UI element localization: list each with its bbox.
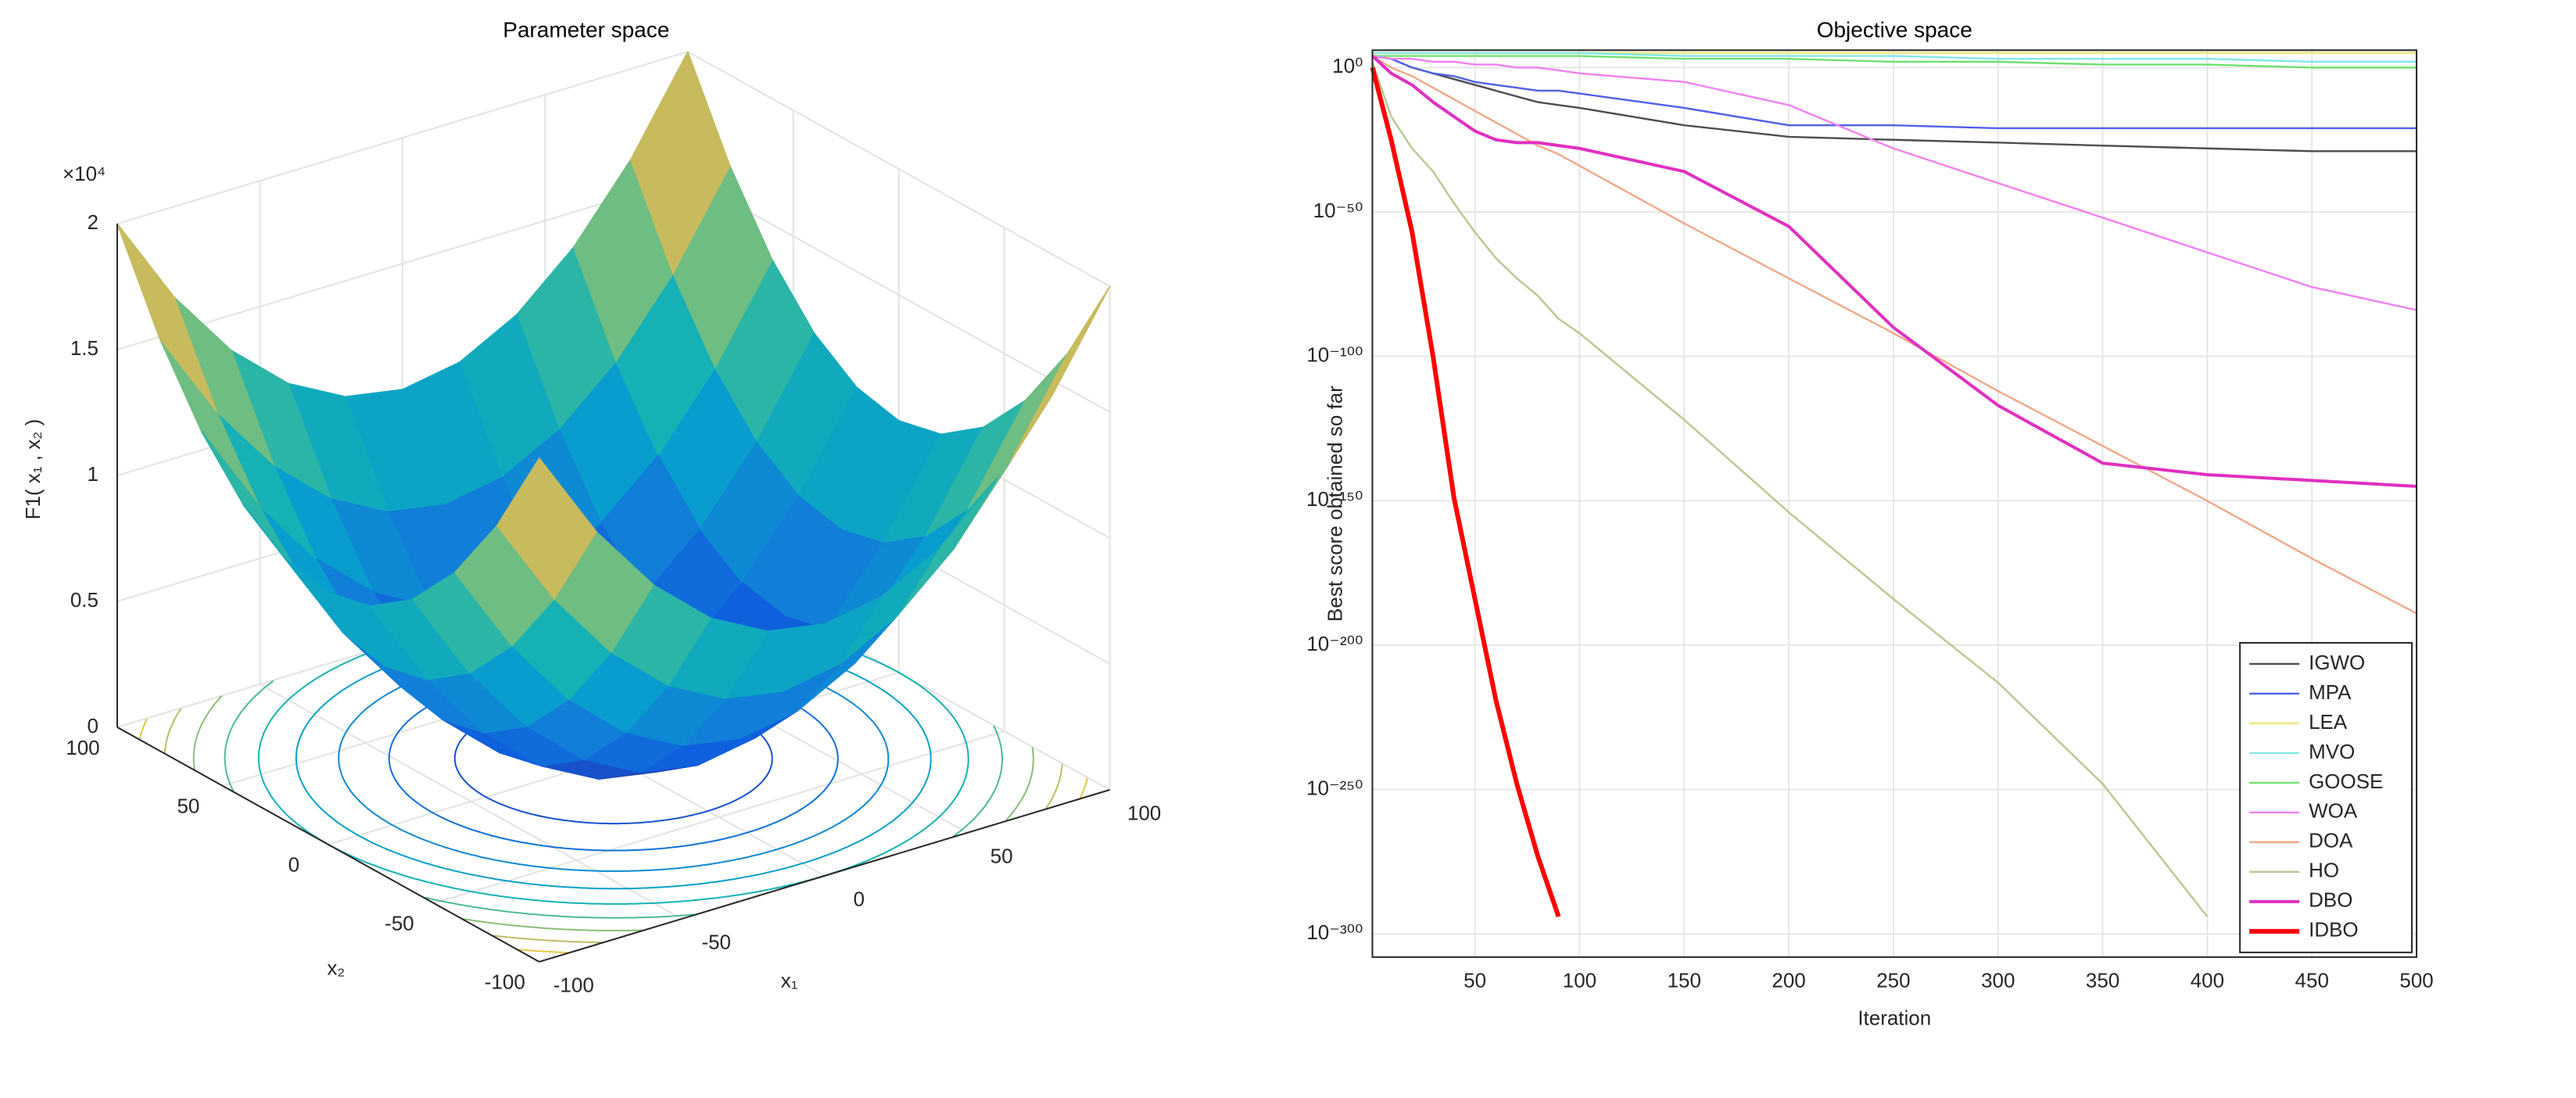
x-tick-label: 300 [1981,969,2015,992]
x-tick-label: 150 [1668,969,1701,992]
x-tick-label: 500 [2399,969,2433,992]
x-tick-label: 50 [991,845,1013,868]
chart-title: Parameter space [503,18,669,42]
series-line [1372,55,2417,69]
y-axis-label: x₂ [327,956,345,980]
y-tick-label: 10⁻¹⁰⁰ [1306,343,1363,367]
y-tick-label: 10⁻²⁵⁰ [1306,776,1363,799]
x-tick-label: 400 [2191,969,2224,992]
grid-line [687,177,1111,413]
x-tick-label: 250 [1876,969,1910,992]
y-tick-label: 10⁰ [1332,54,1363,77]
series-line [1371,55,2417,488]
chart-title: Objective space [1817,18,1972,42]
z-tick-label: 1.5 [70,336,99,360]
grid-line [433,730,1005,904]
x-tick-label: 450 [2295,969,2329,992]
surface-patch [116,223,217,412]
z-tick-label: 1 [88,462,99,486]
series-line [1370,66,1561,918]
grid-line [116,177,689,351]
legend-label: HO [2309,859,2339,882]
y-tick-label: 0 [288,853,299,877]
legend-label: DBO [2309,888,2352,912]
y-tick-label: 10⁻³⁰⁰ [1306,920,1363,944]
z-axis-label: F1( x₁ , x₂ ) [21,419,45,520]
series-line [1371,55,2417,615]
x-tick-label: 200 [1772,969,1805,992]
z-tick-label: 0 [88,714,99,737]
x-tick-label: 350 [2086,969,2119,992]
x-axis-label: Iteration [1858,1006,1931,1030]
legend-label: MVO [2309,740,2355,763]
surface-patch [496,458,597,600]
plot-frame [1371,49,2418,958]
surface-patch [629,51,731,274]
legend-label: DOA [2309,829,2353,852]
x-tick-label: -50 [701,931,731,954]
grid-line [687,51,1111,287]
x-tick-label: 100 [1127,802,1161,825]
z-tick-label: 0.5 [70,588,99,612]
y-tick-label: 10⁻⁵⁰ [1313,199,1363,222]
surface-patch [1009,285,1111,462]
z-exponent: ×10⁴ [63,162,106,185]
y-axis-label: Best score obtained so far [1323,386,1346,622]
y-tick-label: -100 [485,971,525,994]
legend-label: IDBO [2309,918,2359,942]
legend-label: IGWO [2309,651,2365,674]
legend-label: WOA [2309,799,2358,823]
x-tick-label: 50 [1464,969,1486,992]
x-axis-label: x₁ [781,969,798,992]
legend-label: MPA [2309,680,2352,704]
legend-label: GOOSE [2309,770,2383,793]
y-tick-label: 10⁻²⁰⁰ [1306,632,1363,655]
x-tick-label: 100 [1563,969,1596,992]
series-line [1372,55,2417,311]
z-tick-label: 2 [88,210,99,234]
series-line [1372,55,2417,130]
y-tick-label: -50 [385,912,414,935]
series-line [1372,52,2417,63]
axis-line [539,788,1110,963]
y-tick-label: 10⁻¹⁵⁰ [1306,487,1363,511]
series-line [1371,61,2209,917]
y-tick-label: 100 [66,736,99,759]
grid-line [116,51,689,225]
y-tick-label: 50 [177,795,199,818]
x-tick-label: 0 [853,888,864,911]
legend-label: LEA [2309,710,2348,734]
axis-line [116,727,540,963]
x-tick-label: -100 [554,974,594,997]
